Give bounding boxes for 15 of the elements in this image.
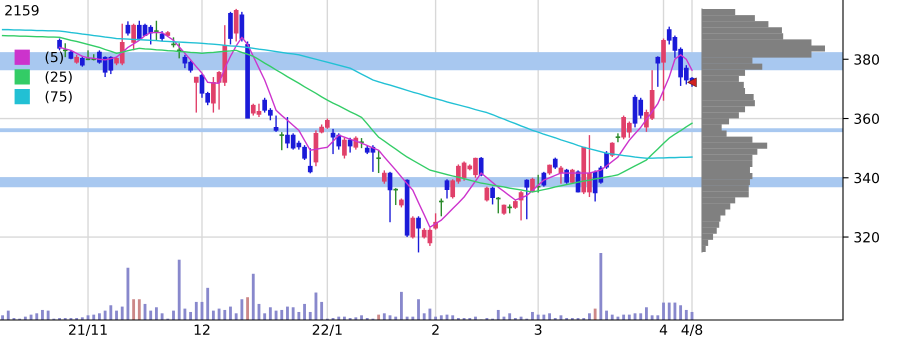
x-tick-label: 22/1 <box>312 324 342 336</box>
legend-label: (5) <box>46 52 63 64</box>
y-tick-label: 360 <box>854 113 880 124</box>
chart-title: 2159 <box>5 5 39 16</box>
legend-label: (75) <box>46 90 72 104</box>
x-tick-label: 2 <box>432 324 439 335</box>
x-tick-label: 3 <box>534 324 542 335</box>
y-tick-label: 380 <box>854 54 880 65</box>
y-tick-label: 320 <box>854 232 880 243</box>
x-tick-label: 21/11 <box>69 324 107 336</box>
x-tick-label: 12 <box>194 324 210 335</box>
x-tick-label: 4 <box>660 324 668 335</box>
y-tick-label: 340 <box>854 172 880 184</box>
legend-label: (25) <box>46 71 72 84</box>
x-tick-label: 4/8 <box>682 324 702 336</box>
